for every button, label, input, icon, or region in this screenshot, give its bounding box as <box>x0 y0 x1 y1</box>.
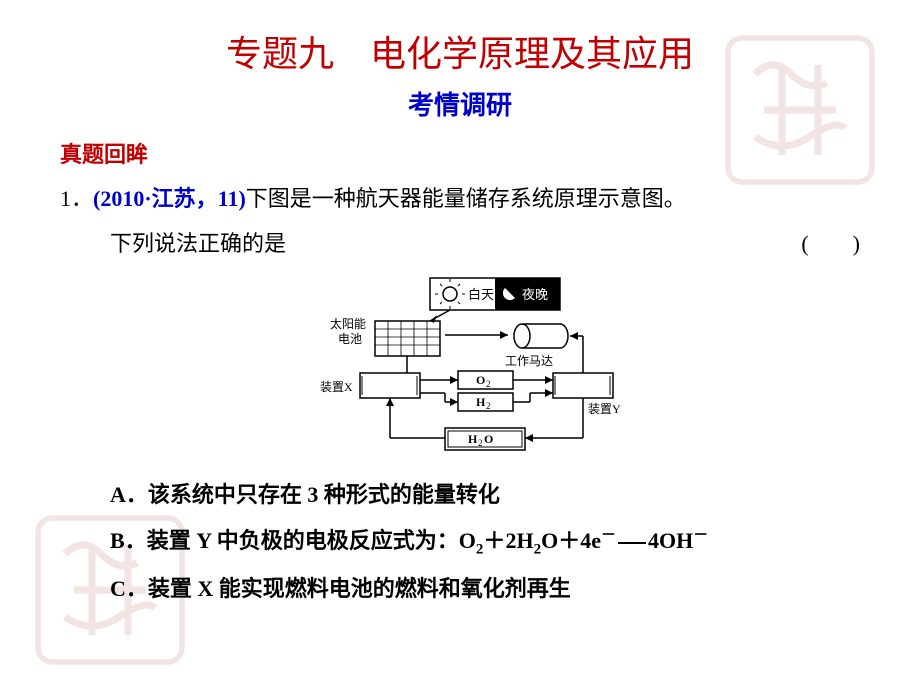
option-a-text-1: 该系统中只存在 <box>148 482 302 507</box>
option-b-text-1: 装置 <box>147 528 191 553</box>
option-a: A．该系统中只存在 3 种形式的能量转化 <box>110 473 860 517</box>
sub-title: 考情调研 <box>60 85 860 122</box>
svg-text:2: 2 <box>486 379 491 389</box>
svg-text:H: H <box>476 395 486 409</box>
option-c-x: X <box>192 576 219 601</box>
question-number: 1． <box>60 186 93 211</box>
svg-text:2: 2 <box>478 438 483 448</box>
question-continuation: 下列说法正确的是 <box>110 231 286 256</box>
svg-text:O: O <box>476 373 485 387</box>
solar-label-1: 太阳能 <box>330 316 366 331</box>
answer-paren: ( ) <box>801 224 860 264</box>
answer-options: A．该系统中只存在 3 种形式的能量转化 B．装置 Y 中负极的电极反应式为：O… <box>60 473 860 610</box>
question-body: 下图是一种航天器能量储存系统原理示意图。 <box>246 186 686 211</box>
option-a-text-2: 种形式的能量转化 <box>324 482 500 507</box>
option-b-text-2: 中负极的电极反应式为： <box>217 528 459 553</box>
device-x-label: 装置X <box>320 380 353 394</box>
solar-label-2: 电池 <box>338 332 362 346</box>
equals-line <box>618 542 646 544</box>
option-c-text-1: 装置 <box>148 576 192 601</box>
option-b-y: Y <box>191 528 217 553</box>
option-b-label: B． <box>110 528 147 553</box>
night-label: 夜晚 <box>522 287 548 302</box>
option-a-num: 3 <box>302 482 324 507</box>
day-label: 白天 <box>468 287 494 302</box>
motor-label: 工作马达 <box>505 354 553 368</box>
question-line-1: 1．(2010·江苏，11)下图是一种航天器能量储存系统原理示意图。 <box>60 179 860 219</box>
option-a-label: A． <box>110 482 148 507</box>
svg-text:O: O <box>484 432 493 446</box>
device-y-label: 装置Y <box>588 402 621 416</box>
slide-content: 专题九 电化学原理及其应用 考情调研 真题回眸 1．(2010·江苏，11)下图… <box>0 0 920 643</box>
question-source: (2010·江苏，11) <box>93 186 246 211</box>
section-label: 真题回眸 <box>60 137 860 169</box>
svg-text:2: 2 <box>486 401 491 411</box>
option-b: B．装置 Y 中负极的电极反应式为：O2＋2H2O＋4e－4OH－ <box>110 519 860 564</box>
svg-text:H: H <box>468 432 478 446</box>
energy-system-diagram: 白天 夜晚 太阳能 电池 工作马达 <box>290 273 630 458</box>
option-c-text-2: 能实现燃料电池的燃料和氧化剂再生 <box>219 576 571 601</box>
option-c-label: C． <box>110 576 148 601</box>
question-line-2: 下列说法正确的是 ( ) <box>60 224 860 264</box>
option-c: C．装置 X 能实现燃料电池的燃料和氧化剂再生 <box>110 567 860 611</box>
main-title: 专题九 电化学原理及其应用 <box>60 25 860 77</box>
diagram-container: 白天 夜晚 太阳能 电池 工作马达 <box>60 273 860 458</box>
